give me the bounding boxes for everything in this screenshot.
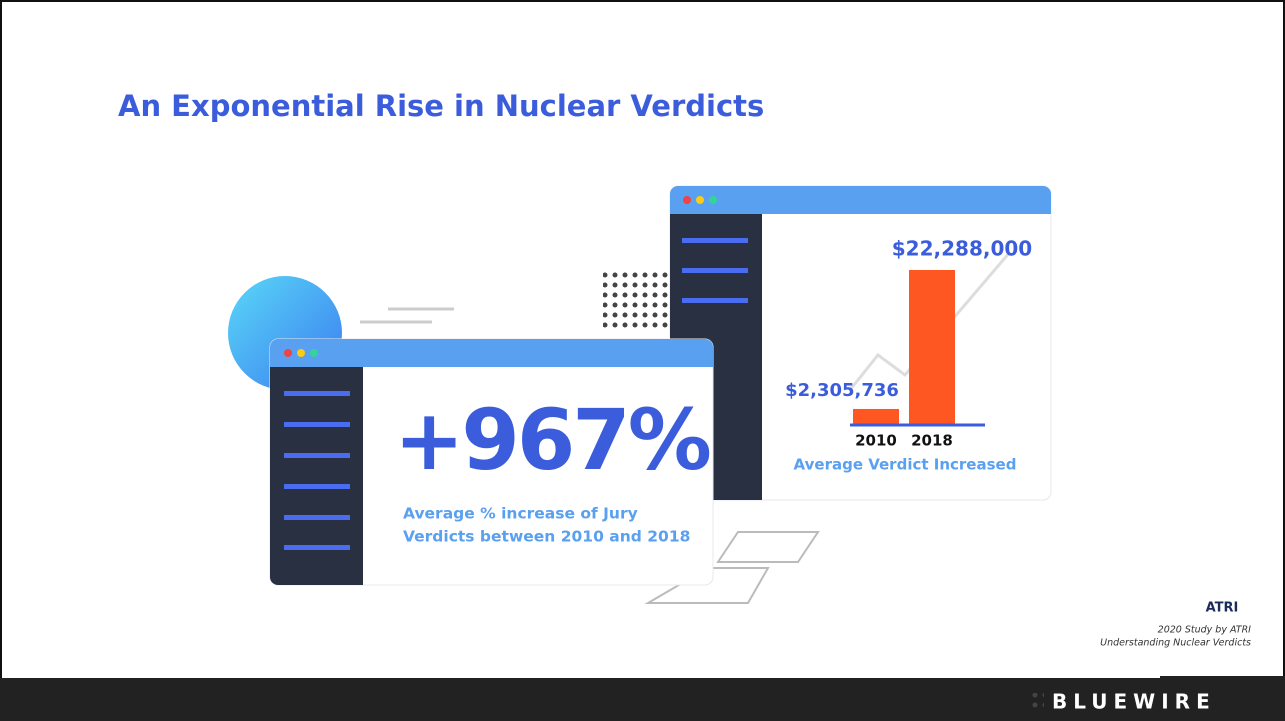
stat-caption: Average % increase of Jury: [403, 505, 638, 523]
footer-brand: BLUEWIRE: [1052, 690, 1216, 714]
bar: [909, 270, 955, 425]
sidebar-line: [284, 484, 350, 489]
source-line: Understanding Nuclear Verdicts: [1100, 638, 1251, 649]
sidebar-line: [284, 515, 350, 520]
sidebar-line: [284, 545, 350, 550]
window-dot: [709, 196, 717, 204]
source-line: 2020 Study by ATRI: [1158, 625, 1252, 636]
value-label: $2,305,736: [785, 380, 899, 401]
stat-caption: Verdicts between 2010 and 2018: [403, 528, 690, 546]
stat-value: +967%: [394, 391, 710, 489]
window-dot: [310, 349, 318, 357]
footer-line: [1160, 676, 1285, 678]
back-window: Average Verdict Increased: [670, 186, 1051, 500]
front-window: +967% Average % increase of Jury Verdict…: [270, 339, 713, 585]
decor-dots: [603, 268, 673, 330]
window-dot: [284, 349, 292, 357]
sidebar-line: [284, 422, 350, 427]
window-header: [670, 186, 1051, 214]
x-tick-label: 2010: [855, 432, 897, 450]
slide-title: An Exponential Rise in Nuclear Verdicts: [118, 89, 764, 123]
sidebar-line: [284, 391, 350, 396]
sidebar-line: [682, 298, 748, 303]
value-label: $22,288,000: [892, 237, 1032, 261]
slide: An Exponential Rise in Nuclear Verdicts …: [0, 0, 1285, 721]
window-dot: [297, 349, 305, 357]
window-dot: [696, 196, 704, 204]
bar: [853, 409, 899, 425]
source-logo: ATRI: [1206, 601, 1239, 616]
window-header: [270, 339, 713, 367]
window-dot: [683, 196, 691, 204]
sidebar-line: [284, 453, 350, 458]
footer-icon: [1028, 693, 1044, 711]
sidebar-line: [682, 238, 748, 243]
sidebar-line: [682, 268, 748, 273]
x-tick-label: 2018: [911, 432, 953, 450]
chart-title: Average Verdict Increased: [794, 456, 1017, 474]
window-sidebar: [270, 367, 363, 585]
